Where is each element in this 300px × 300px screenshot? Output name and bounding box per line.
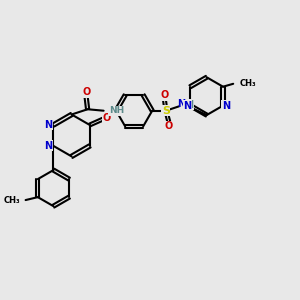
Text: O: O [102,113,110,123]
Text: N: N [183,100,191,111]
Text: N: N [177,99,185,109]
Text: O: O [82,87,90,98]
Text: N: N [222,100,230,111]
Text: N: N [44,120,52,130]
Text: H: H [185,100,194,110]
Text: N: N [44,141,52,151]
Text: CH₃: CH₃ [240,79,256,88]
Text: S: S [162,106,170,116]
Text: NH: NH [109,106,124,115]
Text: O: O [165,121,173,131]
Text: O: O [160,90,169,100]
Text: CH₃: CH₃ [3,196,20,205]
